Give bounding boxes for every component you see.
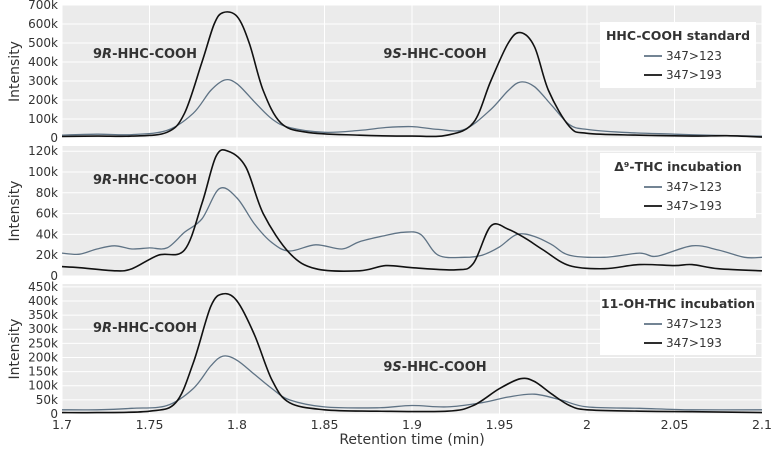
series-line-347-193 (61, 292, 763, 414)
x-tick-label: 1.85 (311, 417, 339, 432)
y-tick-label: 200k (28, 350, 58, 364)
legend: 11-OH-THC incubation 347>123 347>193 (600, 290, 756, 355)
y-axis-label: Intensity (7, 319, 23, 380)
legend-box (600, 22, 756, 88)
y-tick-label: 400k (28, 55, 58, 69)
y-axis-label: Intensity (7, 181, 23, 242)
legend-title: 11-OH-THC incubation (601, 296, 755, 311)
series-line-347-123 (61, 187, 763, 259)
x-tick-label: 2.1 (752, 417, 772, 432)
x-tick-label: 2 (583, 417, 591, 432)
peak-label: 9S-HHC-COOH (383, 360, 486, 375)
legend-entry-label: 347>123 (666, 49, 722, 63)
legend-title: Δ⁹-THC incubation (614, 159, 741, 174)
y-tick-label: 300k (28, 74, 58, 88)
legend-box (600, 153, 756, 218)
x-tick-label: 1.75 (136, 417, 164, 432)
peak-label: 9R-HHC-COOH (93, 173, 197, 188)
legend-entry-label: 347>123 (666, 180, 722, 194)
series-line-347-193 (61, 149, 763, 272)
legend: HHC-COOH standard 347>123 347>193 (600, 22, 756, 88)
y-tick-label: 40k (36, 227, 58, 241)
y-tick-label: 100k (28, 112, 58, 126)
y-tick-label: 0 (50, 131, 58, 145)
y-tick-label: 200k (28, 93, 58, 107)
y-tick-label: 80k (36, 186, 58, 200)
y-tick-label: 700k (28, 0, 58, 12)
y-tick-label: 50k (36, 393, 58, 407)
y-tick-label: 0 (50, 269, 58, 283)
x-tick-label: 1.8 (227, 417, 247, 432)
series-line-347-123 (61, 78, 763, 137)
legend: Δ⁹-THC incubation 347>123 347>193 (600, 153, 756, 218)
x-axis-label: Retention time (min) (339, 432, 484, 448)
x-tick-label: 1.7 (52, 417, 72, 432)
x-tick-label: 2.05 (661, 417, 689, 432)
x-tick-label: 1.9 (402, 417, 422, 432)
legend-box (600, 290, 756, 355)
y-tick-label: 150k (28, 365, 58, 379)
y-tick-label: 400k (28, 294, 58, 308)
y-tick-label: 100k (28, 165, 58, 179)
y-tick-label: 120k (28, 144, 58, 158)
chart-panel-2: 0 20k 40k 60k 80k 100k 120k Intensity 9R-HHC-COO… (7, 144, 763, 283)
y-tick-label: 300k (28, 322, 58, 336)
y-axis-label: Intensity (7, 41, 23, 102)
legend-entry-label: 347>193 (666, 336, 722, 350)
y-tick-label: 250k (28, 336, 58, 350)
y-tick-label: 350k (28, 308, 58, 322)
y-tick-label: 0 (50, 407, 58, 421)
legend-entry-label: 347>193 (666, 199, 722, 213)
y-tick-label: 450k (28, 280, 58, 294)
chart-panel-1: 0 100k 200k 300k 400k 500k 600k 700k Intensity 9R… (7, 0, 763, 145)
peak-label: 9S-HHC-COOH (383, 47, 486, 62)
legend-entry-label: 347>123 (666, 317, 722, 331)
y-tick-label: 20k (36, 248, 58, 262)
y-tick-label: 600k (28, 17, 58, 31)
legend-entry-label: 347>193 (666, 68, 722, 82)
peak-label: 9R-HHC-COOH (93, 47, 197, 62)
series-line-347-123 (61, 355, 763, 411)
y-tick-label: 500k (28, 36, 58, 50)
peak-label: 9R-HHC-COOH (93, 321, 197, 336)
x-tick-label: 1.95 (486, 417, 514, 432)
legend-title: HHC-COOH standard (606, 28, 750, 43)
y-tick-label: 60k (36, 207, 58, 221)
series-line-347-193 (61, 11, 763, 138)
y-tick-label: 100k (28, 379, 58, 393)
